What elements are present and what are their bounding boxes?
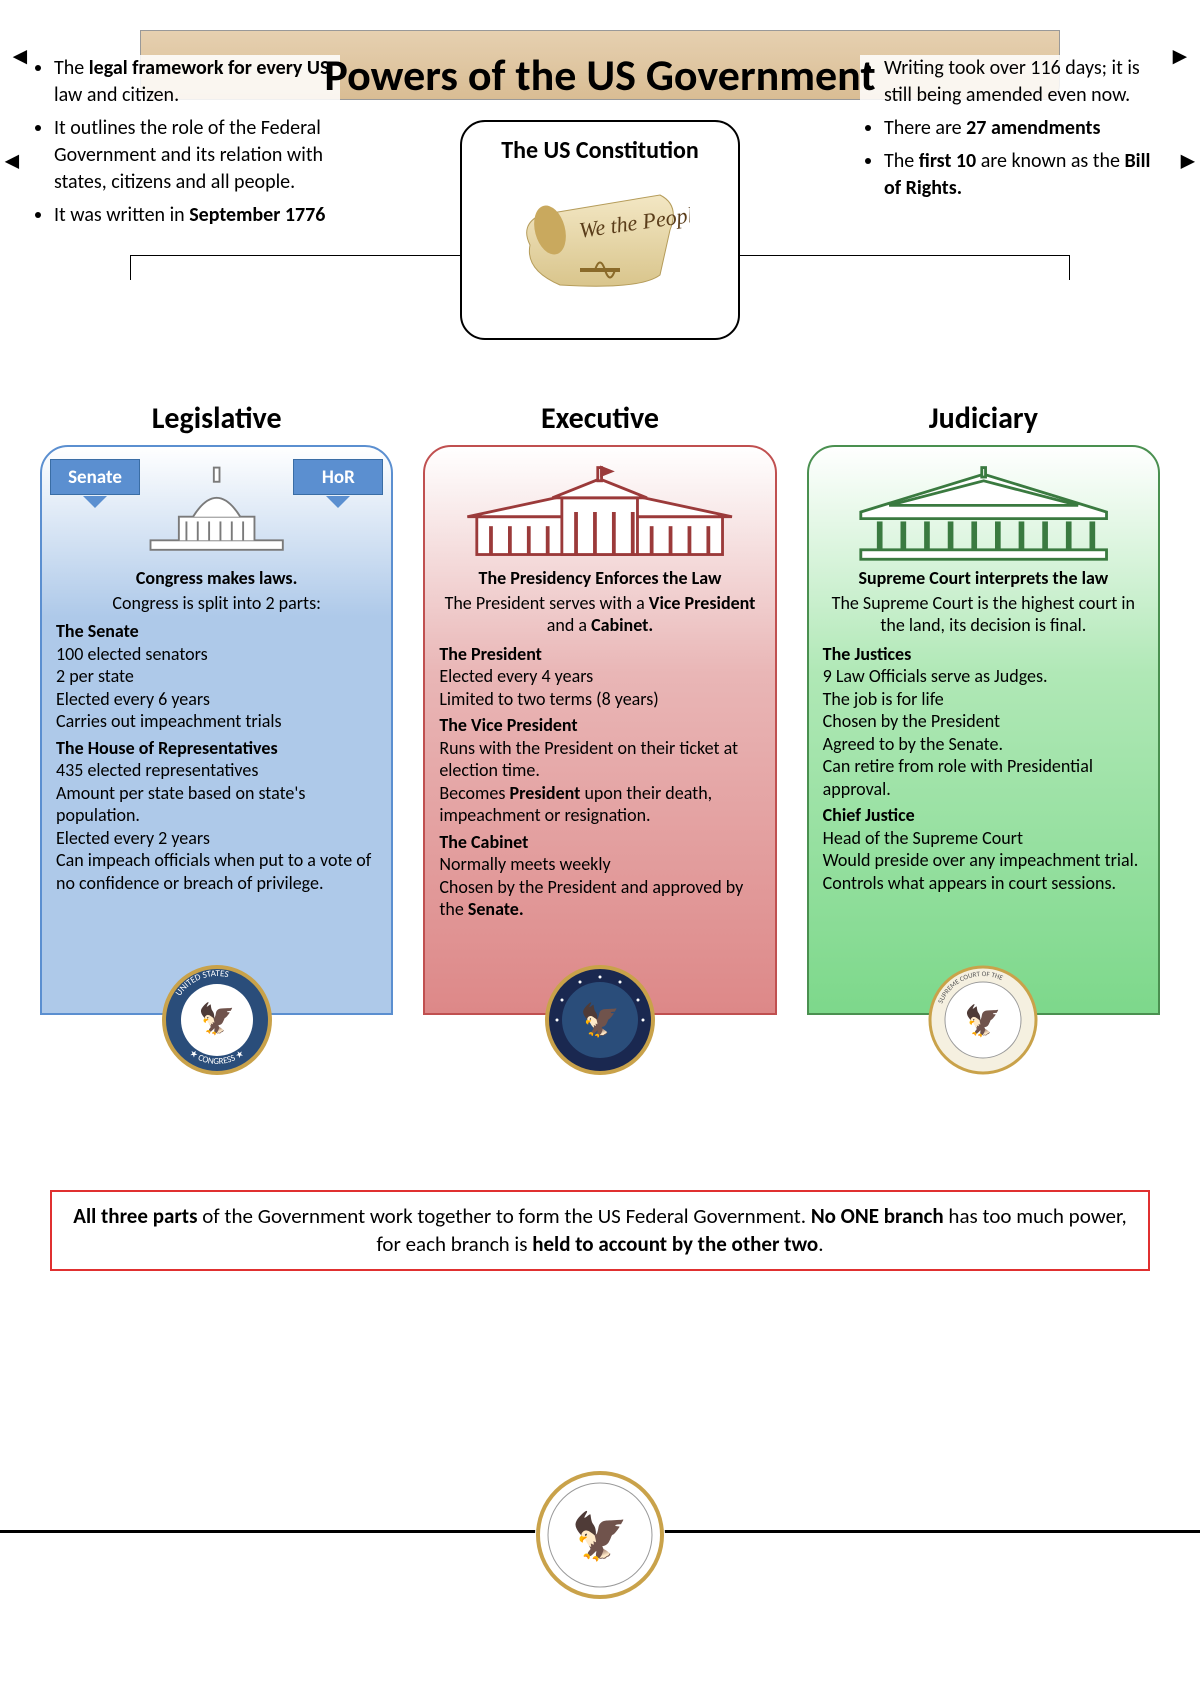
section-title: The House of Representatives bbox=[56, 737, 377, 760]
page-title: Powers of the US Government bbox=[0, 48, 1200, 102]
fact-line: Controls what appears in court sessions. bbox=[823, 872, 1144, 895]
corner-decoration: ◄ bbox=[1176, 148, 1200, 177]
constitution-title: The US Constitution bbox=[470, 136, 730, 165]
branch-sublead: The President serves with a Vice Preside… bbox=[439, 592, 760, 637]
branch-sublead: The Supreme Court is the highest court i… bbox=[823, 592, 1144, 637]
branch-heading: Executive bbox=[423, 400, 776, 437]
whitehouse-icon bbox=[439, 457, 760, 567]
branch-box: Supreme Court interprets the law The Sup… bbox=[807, 445, 1160, 1015]
legislative-branch: Legislative Senate HoR bbox=[40, 400, 393, 1075]
branch-sublead: Congress is split into 2 parts: bbox=[56, 592, 377, 615]
fact-item: It outlines the role of the Federal Gove… bbox=[54, 115, 340, 196]
president-seal-icon: 🦅 bbox=[545, 965, 655, 1075]
svg-text:🦅: 🦅 bbox=[965, 1002, 1002, 1040]
svg-text:🦅: 🦅 bbox=[198, 1000, 235, 1038]
branch-heading: Legislative bbox=[40, 400, 393, 437]
fact-line: Chosen by the President bbox=[823, 710, 1144, 733]
constitution-box: The US Constitution We the People bbox=[460, 120, 740, 340]
fact-line: 100 elected senators bbox=[56, 643, 377, 666]
scroll-icon: We the People bbox=[510, 175, 690, 305]
branch-lead: Supreme Court interprets the law bbox=[823, 567, 1144, 590]
fact-line: The job is for life bbox=[823, 688, 1144, 711]
judiciary-branch: Judiciary bbox=[807, 400, 1160, 1075]
fact-line: 2 per state bbox=[56, 665, 377, 688]
fact-line: Becomes President upon their death, impe… bbox=[439, 782, 760, 827]
fact-line: Elected every 6 years bbox=[56, 688, 377, 711]
section-title: The Vice President bbox=[439, 714, 760, 737]
fact-line: Limited to two terms (8 years) bbox=[439, 688, 760, 711]
branch-box: The Presidency Enforces the Law The Pres… bbox=[423, 445, 776, 1015]
fact-item: The first 10 are known as the Bill of Ri… bbox=[884, 148, 1170, 202]
fact-line: Amount per state based on state's popula… bbox=[56, 782, 377, 827]
fact-item: There are 27 amendments bbox=[884, 115, 1170, 142]
fact-line: Carries out impeachment trials bbox=[56, 710, 377, 733]
fact-line: Can impeach officials when put to a vote… bbox=[56, 849, 377, 894]
senate-arrow: Senate bbox=[50, 459, 140, 495]
fact-item: It was written in September 1776 bbox=[54, 202, 340, 229]
branch-heading: Judiciary bbox=[807, 400, 1160, 437]
branches-row: Legislative Senate HoR bbox=[40, 400, 1160, 1075]
fact-line: Would preside over any impeachment trial… bbox=[823, 849, 1144, 872]
fact-line: Elected every 4 years bbox=[439, 665, 760, 688]
section-title: The Justices bbox=[823, 643, 1144, 666]
fact-line: 9 Law Officials serve as Judges. bbox=[823, 665, 1144, 688]
footer-summary: All three parts of the Government work t… bbox=[50, 1190, 1150, 1271]
fact-line: Elected every 2 years bbox=[56, 827, 377, 850]
branch-lead: Congress makes laws. bbox=[56, 567, 377, 590]
fact-line: Agreed to by the Senate. bbox=[823, 733, 1144, 756]
section-title: The President bbox=[439, 643, 760, 666]
section-title: The Cabinet bbox=[439, 831, 760, 854]
fact-line: Normally meets weekly bbox=[439, 853, 760, 876]
branch-box: Senate HoR Congre bbox=[40, 445, 393, 1015]
supreme-court-icon bbox=[823, 457, 1144, 567]
executive-branch: Executive bbox=[423, 400, 776, 1075]
section-title: The Senate bbox=[56, 620, 377, 643]
branch-body: The Presidency Enforces the Law The Pres… bbox=[439, 567, 760, 921]
great-seal-icon: 🦅 bbox=[535, 1470, 665, 1600]
section-title: Chief Justice bbox=[823, 804, 1144, 827]
svg-text:🦅: 🦅 bbox=[571, 1508, 628, 1565]
fact-line: Chosen by the President and approved by … bbox=[439, 876, 760, 921]
supreme-court-seal-icon: 🦅SUPREME COURT OF THE bbox=[928, 965, 1038, 1075]
svg-text:🦅: 🦅 bbox=[580, 1001, 620, 1040]
fact-line: 435 elected representatives bbox=[56, 759, 377, 782]
fact-line: Can retire from role with Presidential a… bbox=[823, 755, 1144, 800]
branch-body: Congress makes laws. Congress is split i… bbox=[56, 567, 377, 894]
fact-line: Head of the Supreme Court bbox=[823, 827, 1144, 850]
corner-decoration: ◄ bbox=[0, 148, 24, 177]
fact-line: Runs with the President on their ticket … bbox=[439, 737, 760, 782]
branch-body: Supreme Court interprets the law The Sup… bbox=[823, 567, 1144, 894]
hor-arrow: HoR bbox=[293, 459, 383, 495]
branch-lead: The Presidency Enforces the Law bbox=[439, 567, 760, 590]
capitol-icon: Senate HoR bbox=[56, 457, 377, 567]
congress-seal-icon: 🦅UNITED STATES★ CONGRESS ★ bbox=[162, 965, 272, 1075]
